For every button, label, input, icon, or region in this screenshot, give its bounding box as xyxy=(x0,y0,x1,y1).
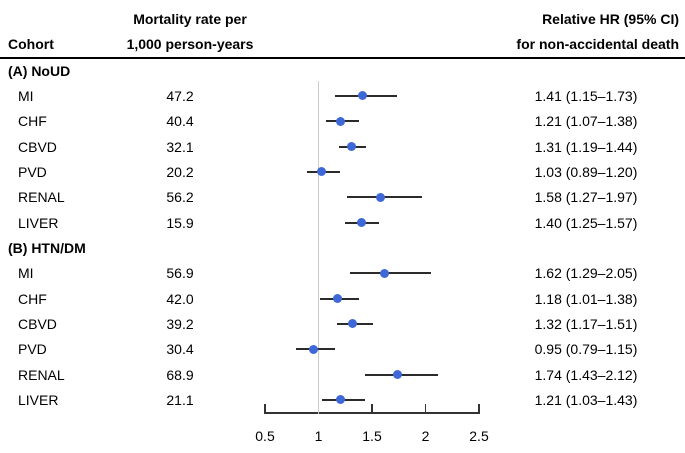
table-row: CHF 42.0 1.18 (1.01–1.38) xyxy=(0,286,685,311)
hazard-ratio-point xyxy=(317,167,327,177)
hr-ci-value: 1.18 (1.01–1.38) xyxy=(534,290,638,307)
table-row: PVD 30.4 0.95 (0.79–1.15) xyxy=(0,337,685,362)
hr-ci-value: 1.21 (1.07–1.38) xyxy=(534,113,638,130)
mortality-rate-value: 15.9 xyxy=(166,214,194,231)
mortality-rate-value: 56.9 xyxy=(166,265,194,282)
hr-ci-value: 1.32 (1.17–1.51) xyxy=(534,315,638,332)
section-header-row: (A) NoUD xyxy=(0,58,685,83)
mortality-rate-value: 40.4 xyxy=(166,113,194,130)
confidence-interval-line xyxy=(349,272,431,275)
table-row: CHF 40.4 1.21 (1.07–1.38) xyxy=(0,109,685,134)
hazard-ratio-point xyxy=(336,116,346,126)
table-row: LIVER 21.1 1.21 (1.03–1.43) xyxy=(0,387,685,412)
cohort-label: MI xyxy=(18,265,34,282)
x-axis-tick-label: 0.5 xyxy=(255,428,275,444)
column-header-mortality-line1: Mortality rate per xyxy=(133,11,247,27)
x-axis-tick xyxy=(478,404,480,412)
x-axis-tick-label: 1 xyxy=(314,428,323,444)
table-row: LIVER 15.9 1.40 (1.25–1.57) xyxy=(0,210,685,235)
hazard-ratio-point xyxy=(393,370,403,380)
section-header-row: (B) HTN/DM xyxy=(0,235,685,260)
hazard-ratio-point xyxy=(380,268,390,278)
cohort-label: RENAL xyxy=(18,189,65,206)
hazard-ratio-point xyxy=(347,142,357,152)
mortality-rate-value: 68.9 xyxy=(166,366,194,383)
mortality-rate-value: 32.1 xyxy=(166,138,194,155)
hazard-ratio-point xyxy=(308,344,318,354)
column-header-cohort: Cohort xyxy=(8,36,54,52)
mortality-rate-value: 30.4 xyxy=(166,341,194,358)
table-row: PVD 20.2 1.03 (0.89–1.20) xyxy=(0,159,685,184)
cohort-label: CHF xyxy=(18,113,47,130)
cohort-label: RENAL xyxy=(18,366,65,383)
x-axis-tick-label: 2.5 xyxy=(469,428,489,444)
cohort-label: PVD xyxy=(18,341,47,358)
hazard-ratio-point xyxy=(348,319,358,329)
reference-line xyxy=(317,81,320,414)
mortality-rate-value: 20.2 xyxy=(166,163,194,180)
cohort-label: LIVER xyxy=(18,214,59,231)
hazard-ratio-point xyxy=(376,192,386,202)
mortality-rate-value: 56.2 xyxy=(166,189,194,206)
x-axis-tick xyxy=(424,404,427,412)
x-axis-tick xyxy=(264,404,266,412)
mortality-rate-value: 47.2 xyxy=(166,87,194,104)
section-label: (B) HTN/DM xyxy=(8,239,86,256)
hr-ci-value: 1.21 (1.03–1.43) xyxy=(534,391,638,408)
hazard-ratio-point xyxy=(356,218,366,228)
table-row: RENAL 68.9 1.74 (1.43–2.12) xyxy=(0,362,685,387)
cohort-label: CBVD xyxy=(18,138,57,155)
section-label: (A) NoUD xyxy=(8,62,71,79)
hr-ci-value: 1.62 (1.29–2.05) xyxy=(534,265,638,282)
hr-ci-value: 1.40 (1.25–1.57) xyxy=(534,214,638,231)
column-header-hr-line1: Relative HR (95% CI) xyxy=(542,11,679,27)
table-row: CBVD 32.1 1.31 (1.19–1.44) xyxy=(0,134,685,159)
mortality-rate-value: 21.1 xyxy=(166,391,194,408)
x-axis-tick-label: 1.5 xyxy=(362,428,382,444)
cohort-label: LIVER xyxy=(18,391,59,408)
hr-ci-value: 1.41 (1.15–1.73) xyxy=(534,87,638,104)
cohort-label: PVD xyxy=(18,163,47,180)
mortality-rate-value: 39.2 xyxy=(166,315,194,332)
cohort-label: CBVD xyxy=(18,315,57,332)
column-header-hr-line2: for non-accidental death xyxy=(516,36,679,52)
table-row: MI 47.2 1.41 (1.15–1.73) xyxy=(0,83,685,108)
mortality-rate-value: 42.0 xyxy=(166,290,194,307)
column-header-mortality-line2: 1,000 person-years xyxy=(126,36,254,52)
hazard-ratio-point xyxy=(357,91,367,101)
hazard-ratio-point xyxy=(336,395,346,405)
header-divider xyxy=(0,57,685,59)
hr-ci-value: 0.95 (0.79–1.15) xyxy=(534,341,638,358)
hazard-ratio-point xyxy=(333,294,343,304)
x-axis-tick xyxy=(371,404,373,412)
hr-ci-value: 1.74 (1.43–2.12) xyxy=(534,366,638,383)
hr-ci-value: 1.31 (1.19–1.44) xyxy=(534,138,638,155)
cohort-label: MI xyxy=(18,87,34,104)
forest-plot-rows: (A) NoUD MI 47.2 1.41 (1.15–1.73) CHF 40.4 1.2… xyxy=(0,58,685,413)
x-axis-line xyxy=(264,412,480,414)
x-axis-tick-label: 2 xyxy=(421,428,430,444)
table-row: RENAL 56.2 1.58 (1.27–1.97) xyxy=(0,185,685,210)
table-row: CBVD 39.2 1.32 (1.17–1.51) xyxy=(0,311,685,336)
hr-ci-value: 1.03 (0.89–1.20) xyxy=(534,163,638,180)
hr-ci-value: 1.58 (1.27–1.97) xyxy=(534,189,638,206)
cohort-label: CHF xyxy=(18,290,47,307)
table-row: MI 56.9 1.62 (1.29–2.05) xyxy=(0,261,685,286)
